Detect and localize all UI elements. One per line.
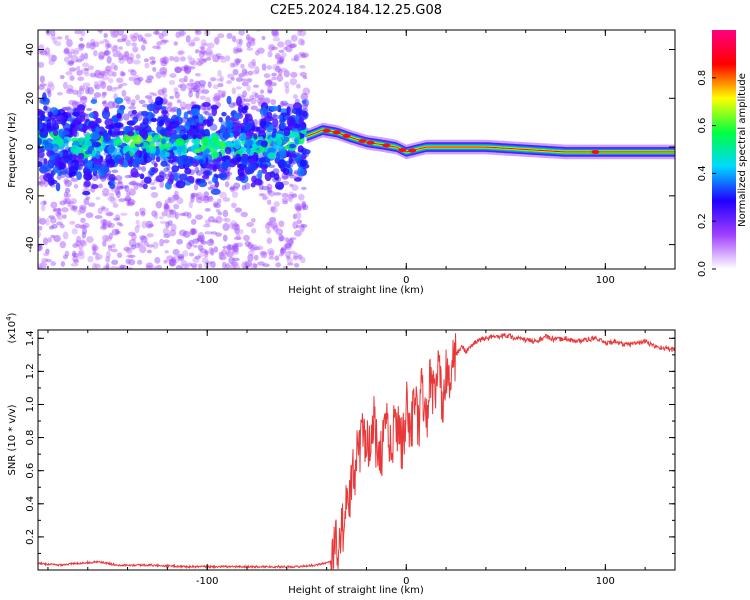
y-tick-label: 40 <box>25 43 36 56</box>
snr-x-label: Height of straight line (km) <box>288 585 424 596</box>
x-tick-label: -100 <box>196 576 219 587</box>
x-tick-label: -100 <box>196 275 219 286</box>
y-tick-label: 1.2 <box>25 363 36 379</box>
snr-frame <box>37 329 676 571</box>
colorbar-tick-label: 0.6 <box>697 118 708 134</box>
snr-y-scale-base: (x10 <box>7 321 18 344</box>
y-tick-label: 0.8 <box>25 430 36 446</box>
spectrogram-ticks: -100 0 100 -40 -20 0 20 40 <box>25 30 675 286</box>
colorbar-bar <box>712 30 736 269</box>
y-tick-label: 0.6 <box>25 463 36 479</box>
snr-panel: -100 0 100 0.2 0.4 0.6 0.8 1.0 1.2 1.4 Height of … <box>5 312 676 596</box>
y-tick-label: 1.4 <box>25 330 36 346</box>
colorbar-label: Normalized spectral amplitude <box>737 73 748 227</box>
snr-line <box>38 332 675 570</box>
y-tick-label: 20 <box>25 92 36 105</box>
spectrogram-panel: -100 0 100 -40 -20 0 20 40 Height of straight l… <box>7 29 676 296</box>
chart-title: C2E5.2024.184.12.25.G08 <box>270 3 442 18</box>
colorbar: 0.0 0.2 0.4 0.6 0.8 Normalized spectral ampl… <box>697 30 748 277</box>
snr-ticks: -100 0 100 0.2 0.4 0.6 0.8 1.0 1.2 1.4 <box>25 330 675 587</box>
y-tick-label: -40 <box>25 236 36 252</box>
y-tick-label: -20 <box>25 188 36 204</box>
x-tick-label: 100 <box>596 576 615 587</box>
colorbar-tick-label: 0.8 <box>697 70 708 86</box>
y-tick-label: 0 <box>25 144 36 150</box>
snr-y-scale-exponent: 4 <box>5 316 13 321</box>
colorbar-tick-label: 0.4 <box>697 165 708 181</box>
spectrogram-heatmap <box>38 30 675 269</box>
y-tick-label: 1.0 <box>25 397 36 413</box>
svg-text:(x104): (x104) <box>5 312 18 343</box>
snr-line-group <box>38 332 675 570</box>
x-tick-label: 100 <box>596 275 615 286</box>
colorbar-tick-label: 0.2 <box>697 213 708 229</box>
x-tick-label: 0 <box>403 576 409 587</box>
y-tick-label: 0.4 <box>25 496 36 512</box>
x-tick-label: 0 <box>403 275 409 286</box>
spectrogram-y-label: Frequency (Hz) <box>7 112 18 188</box>
colorbar-tick-label: 0.0 <box>697 261 708 277</box>
snr-y-scale: (x104) <box>5 312 18 343</box>
colorbar-ticks: 0.0 0.2 0.4 0.6 0.8 <box>697 70 716 277</box>
spectrogram-frame <box>37 29 676 270</box>
spectrogram-x-label: Height of straight line (km) <box>288 285 424 296</box>
snr-y-label: SNR (10 * v/v) <box>7 404 18 475</box>
y-tick-label: 0.2 <box>25 529 36 545</box>
